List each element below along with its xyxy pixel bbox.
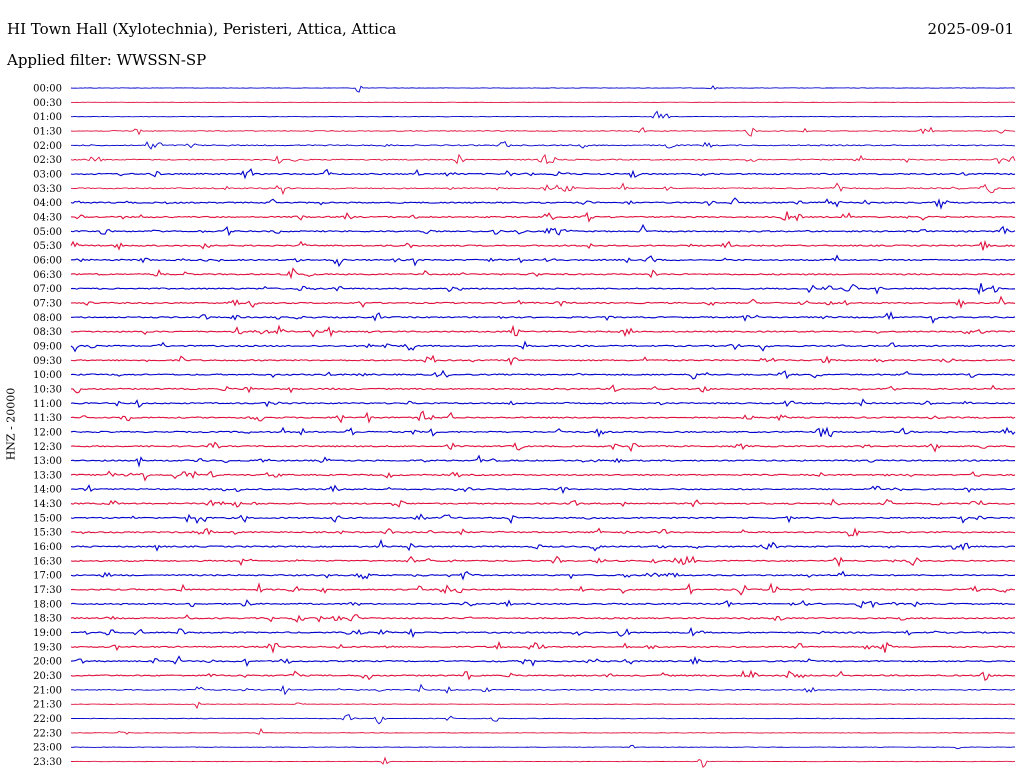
hour-tick-label: 09:30 xyxy=(33,356,62,367)
seismic-trace-0400 xyxy=(70,197,1016,210)
hour-tick-label: 20:00 xyxy=(33,657,62,668)
hour-tick-label: 19:00 xyxy=(33,628,62,639)
seismic-trace-1800 xyxy=(70,599,1016,609)
seismic-trace-1230 xyxy=(70,441,1016,453)
hour-tick-label: 23:00 xyxy=(33,743,62,754)
hour-tick-label: 04:00 xyxy=(33,198,62,209)
filter-label: Applied filter: WWSSN-SP xyxy=(7,51,207,69)
seismic-trace-1730 xyxy=(70,582,1016,596)
hour-tick-label: 22:00 xyxy=(33,714,62,725)
seismic-trace-1100 xyxy=(70,398,1016,409)
hour-tick-label: 03:30 xyxy=(33,184,62,195)
hour-tick-label: 08:00 xyxy=(33,313,62,324)
hour-tick-label: 12:30 xyxy=(33,442,62,453)
seismic-trace-0800 xyxy=(70,311,1016,324)
hour-tick-label: 05:00 xyxy=(33,227,62,238)
seismic-trace-0900 xyxy=(70,340,1016,353)
seismic-trace-0200 xyxy=(70,141,1016,150)
seismic-trace-1930 xyxy=(70,640,1016,654)
hour-tick-label: 14:00 xyxy=(33,485,62,496)
station-title: HI Town Hall (Xylotechnia), Peristeri, A… xyxy=(7,20,397,38)
seismic-trace-0230 xyxy=(70,153,1016,165)
seismic-trace-2100 xyxy=(70,683,1016,696)
seismic-trace-0930 xyxy=(70,354,1016,367)
hour-tick-label: 11:30 xyxy=(33,413,62,424)
hour-tick-label: 13:00 xyxy=(33,456,62,467)
hour-tick-label: 23:30 xyxy=(33,757,62,768)
seismic-trace-2230 xyxy=(70,727,1016,735)
seismic-trace-0630 xyxy=(70,267,1016,280)
seismic-trace-0000 xyxy=(70,85,1016,93)
seismic-trace-1400 xyxy=(70,484,1016,495)
seismic-trace-0430 xyxy=(70,211,1016,223)
hour-tick-label: 21:00 xyxy=(33,685,62,696)
hour-tick-label: 06:30 xyxy=(33,270,62,281)
seismic-trace-0600 xyxy=(70,254,1016,268)
seismic-trace-0100 xyxy=(70,110,1016,119)
seismic-trace-0300 xyxy=(70,168,1016,180)
hour-tick-label: 12:00 xyxy=(33,427,62,438)
hour-tick-label: 13:30 xyxy=(33,470,62,481)
seismic-trace-2300 xyxy=(70,744,1016,750)
seismic-trace-0530 xyxy=(70,239,1016,251)
hour-tick-label: 17:30 xyxy=(33,585,62,596)
hour-tick-label: 19:30 xyxy=(33,642,62,653)
seismic-trace-2330 xyxy=(70,756,1016,769)
hour-tick-label: 01:00 xyxy=(33,112,62,123)
hour-tick-label: 11:00 xyxy=(33,399,62,410)
hour-tick-label: 05:30 xyxy=(33,241,62,252)
seismic-trace-0730 xyxy=(70,295,1016,310)
seismic-trace-2130 xyxy=(70,701,1016,710)
seismic-trace-0130 xyxy=(70,126,1016,137)
hour-tick-label: 16:00 xyxy=(33,542,62,553)
seismic-trace-1830 xyxy=(70,614,1016,623)
seismic-trace-1330 xyxy=(70,470,1016,482)
seismic-trace-1300 xyxy=(70,454,1016,468)
hour-tick-label: 21:30 xyxy=(33,700,62,711)
seismic-trace-2030 xyxy=(70,669,1016,681)
hour-tick-label: 07:30 xyxy=(33,298,62,309)
seismic-trace-0500 xyxy=(70,223,1016,237)
hour-tick-label: 17:00 xyxy=(33,571,62,582)
seismic-trace-1200 xyxy=(70,426,1016,438)
seismic-trace-0330 xyxy=(70,182,1016,196)
seismic-trace-2200 xyxy=(70,714,1016,725)
hour-tick-label: 01:30 xyxy=(33,126,62,137)
hour-tick-label: 06:00 xyxy=(33,255,62,266)
hour-tick-label: 00:30 xyxy=(33,98,62,109)
seismic-trace-1130 xyxy=(70,410,1016,424)
hour-tick-label: 09:00 xyxy=(33,341,62,352)
hour-tick-label: 02:00 xyxy=(33,141,62,152)
seismic-trace-0700 xyxy=(70,283,1016,296)
hour-tick-label: 10:00 xyxy=(33,370,62,381)
seismic-trace-1630 xyxy=(70,555,1016,568)
hour-tick-label: 18:30 xyxy=(33,614,62,625)
seismic-trace-1030 xyxy=(70,384,1016,394)
date-label: 2025-09-01 xyxy=(927,20,1014,38)
hour-tick-label: 10:30 xyxy=(33,384,62,395)
seismic-trace-0830 xyxy=(70,324,1016,338)
seismic-trace-1600 xyxy=(70,538,1016,552)
hour-tick-label: 18:00 xyxy=(33,599,62,610)
hour-tick-label: 15:30 xyxy=(33,528,62,539)
seismic-trace-2000 xyxy=(70,655,1016,668)
seismic-trace-1000 xyxy=(70,369,1016,380)
seismic-trace-1700 xyxy=(70,570,1016,581)
seismic-trace-1500 xyxy=(70,513,1016,525)
hour-tick-label: 03:00 xyxy=(33,169,62,180)
hour-tick-label: 14:30 xyxy=(33,499,62,510)
hour-tick-label: 22:30 xyxy=(33,728,62,739)
hour-tick-label: 04:30 xyxy=(33,212,62,223)
seismic-trace-1530 xyxy=(70,527,1016,537)
hour-tick-label: 07:00 xyxy=(33,284,62,295)
seismic-trace-1900 xyxy=(70,626,1016,639)
hour-tick-label: 16:30 xyxy=(33,556,62,567)
hour-tick-label: 08:30 xyxy=(33,327,62,338)
hour-tick-label: 15:00 xyxy=(33,513,62,524)
hour-tick-label: 20:30 xyxy=(33,671,62,682)
hour-tick-label: 00:00 xyxy=(33,84,62,95)
hour-tick-label: 02:30 xyxy=(33,155,62,166)
seismic-trace-1430 xyxy=(70,498,1016,508)
